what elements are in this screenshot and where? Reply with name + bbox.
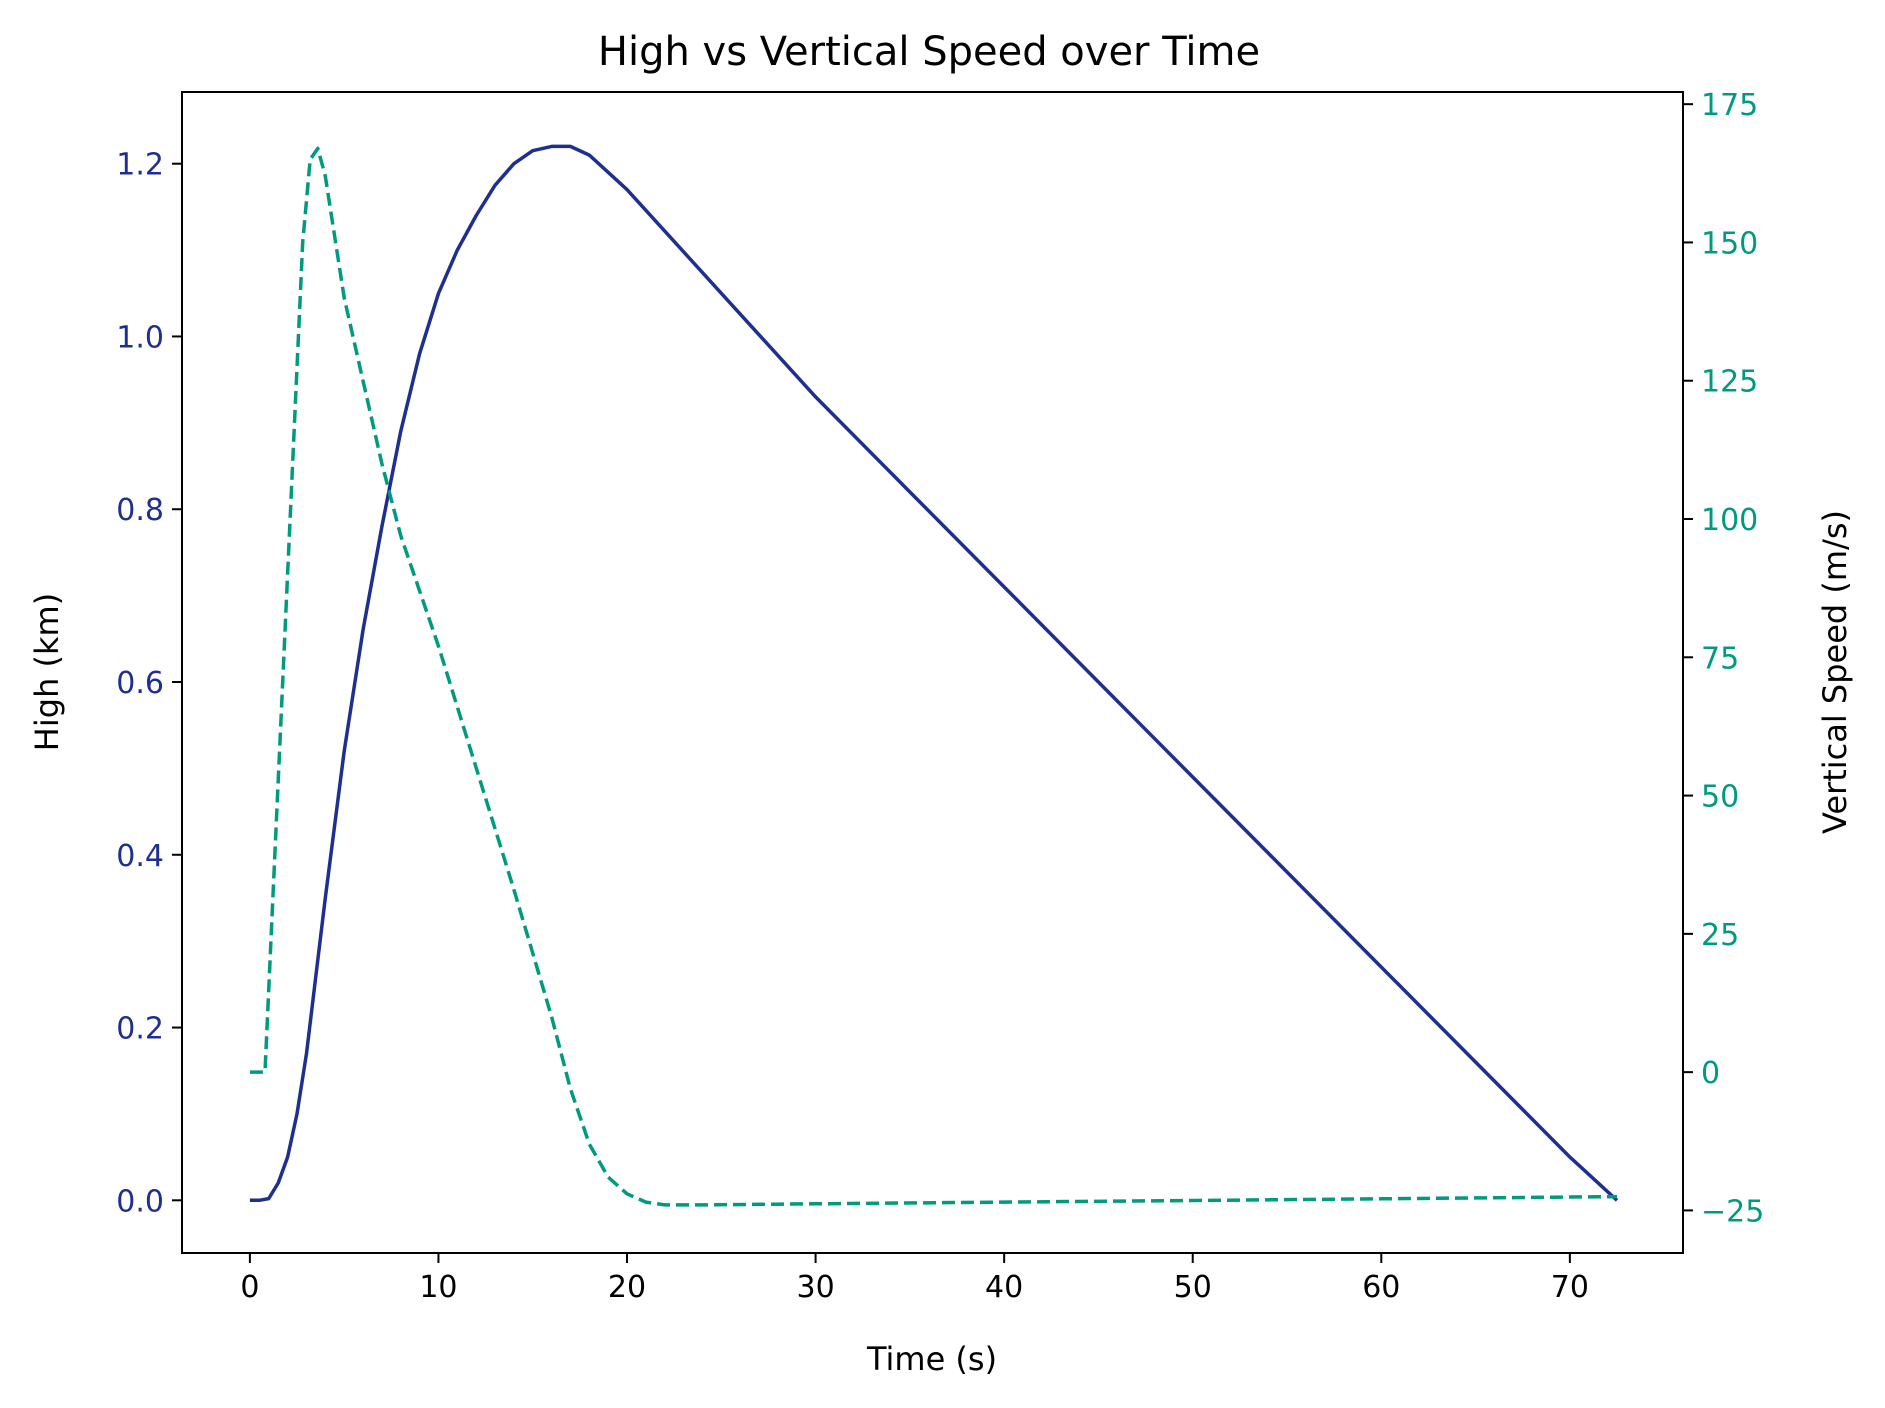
x-tick-label: 20 [608, 1270, 646, 1305]
x-tick-label: 70 [1551, 1270, 1589, 1305]
chart-title: High vs Vertical Speed over Time [598, 29, 1260, 75]
y-left-tick-label: 0.4 [116, 839, 164, 874]
x-tick-label: 0 [240, 1270, 259, 1305]
ticks-layer: 0 10 20 30 40 50 60 70 0.0 0.2 0.4 0.6 0.8 1.0 1.2 −25 0… [116, 88, 1764, 1305]
y-left-tick-label: 0.6 [116, 666, 164, 701]
y-right-tick-label: 25 [1701, 918, 1739, 953]
y-right-tick-label: 0 [1701, 1056, 1720, 1091]
x-tick-label: 50 [1174, 1270, 1212, 1305]
y-right-tick-label: 125 [1701, 365, 1758, 400]
vertical-speed-series-line [249, 146, 1618, 1207]
x-tick-label: 40 [985, 1270, 1023, 1305]
x-tick-label: 30 [796, 1270, 834, 1305]
y-left-tick-label: 0.2 [116, 1012, 164, 1047]
y-left-tick-label: 1.0 [116, 320, 164, 355]
y-left-tick-label: 0.8 [116, 493, 164, 528]
x-axis-label: Time (s) [866, 1340, 997, 1378]
y-axis-left-label: High (km) [28, 593, 66, 751]
y-axis-right-label: Vertical Speed (m/s) [1816, 510, 1854, 834]
y-right-tick-label: 75 [1701, 641, 1739, 676]
plot-frame [181, 91, 1684, 1254]
y-right-tick-label: 100 [1701, 503, 1758, 538]
y-right-tick-label: −25 [1701, 1194, 1764, 1229]
y-right-tick-label: 50 [1701, 780, 1739, 815]
high-series-line [249, 144, 1619, 1203]
y-right-tick-label: 150 [1701, 226, 1758, 261]
y-left-tick-label: 1.2 [116, 148, 164, 183]
x-tick-label: 10 [419, 1270, 457, 1305]
y-left-tick-label: 0.0 [116, 1184, 164, 1219]
y-right-tick-label: 175 [1701, 88, 1758, 123]
x-tick-label: 60 [1362, 1270, 1400, 1305]
series-layer [249, 144, 1619, 1207]
